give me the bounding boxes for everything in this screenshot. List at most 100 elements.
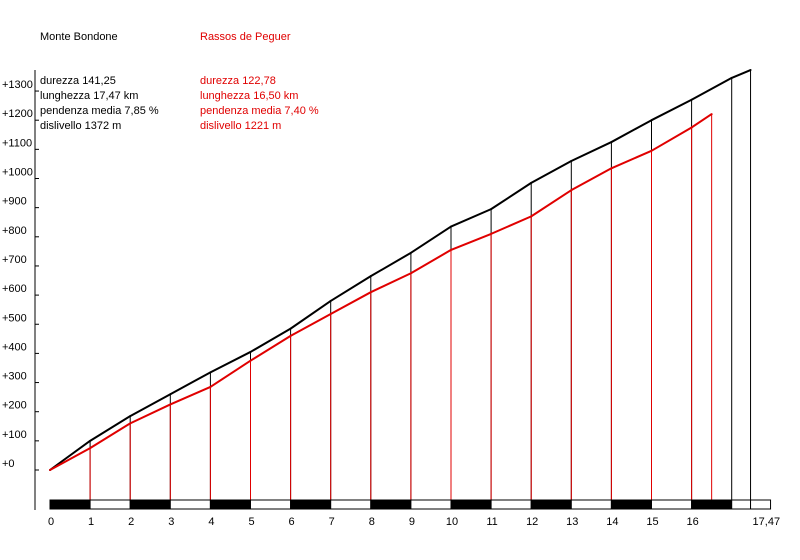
series-2-point	[650, 149, 653, 152]
series-1-point	[329, 299, 332, 302]
series-2-point	[570, 189, 573, 192]
series-1-point	[450, 225, 452, 228]
km-segment	[731, 499, 752, 510]
series-2-point	[409, 272, 412, 275]
x-tick-label: 11	[486, 516, 497, 528]
y-tick-label: +400	[2, 341, 27, 353]
series-1-point	[169, 393, 172, 396]
x-tick-label: 1	[88, 516, 94, 528]
x-tick-label: 7	[329, 516, 335, 528]
km-segment	[330, 499, 372, 510]
km-segment	[290, 499, 332, 510]
series-2-point	[369, 291, 372, 294]
series-1-point	[409, 251, 412, 254]
series-2-pendenza: pendenza media 7,40 %	[200, 105, 319, 117]
km-segment	[209, 499, 251, 510]
km-segment	[410, 499, 452, 510]
km-segment	[250, 499, 292, 510]
series-2-point	[129, 422, 132, 425]
x-tick-label: 8	[369, 516, 375, 528]
series-2-lunghezza: lunghezza 16,50 km	[200, 90, 299, 102]
km-segment	[651, 499, 693, 510]
y-tick-label: +800	[2, 225, 27, 237]
series-2-point	[690, 126, 693, 129]
y-tick-label: +1100	[2, 137, 32, 149]
series-1-point	[289, 327, 292, 330]
series-1-dislivello: dislivello 1372 m	[40, 120, 122, 132]
x-tick-label: 5	[248, 516, 254, 528]
series-1-point	[129, 415, 132, 418]
series-2-title: Rassos de Peguer	[200, 31, 291, 43]
x-tick-label: 17,47	[753, 516, 781, 528]
y-tick-label: +700	[2, 254, 27, 266]
y-tick-label: +600	[2, 283, 27, 295]
series-1-pendenza: pendenza media 7,85 %	[40, 105, 159, 117]
series-2-point	[89, 447, 92, 450]
y-tick-label: +200	[2, 400, 27, 412]
series-2-point	[249, 359, 252, 362]
y-tick-label: +1000	[2, 167, 33, 179]
series-2-point	[209, 385, 212, 388]
series-1-point	[749, 69, 752, 72]
km-segment	[49, 499, 91, 510]
series-2-dislivello: dislivello 1221 m	[200, 120, 282, 132]
series-1-point	[249, 350, 252, 353]
series-2-point	[530, 215, 533, 218]
y-tick-label: +500	[2, 312, 27, 324]
series-1-point	[650, 119, 653, 122]
series-1-point	[490, 208, 493, 211]
x-tick-label: 4	[208, 516, 214, 528]
y-tick-label: +900	[2, 196, 27, 208]
series-1-title: Monte Bondone	[40, 31, 118, 43]
x-tick-label: 14	[606, 516, 618, 528]
km-segment	[370, 499, 412, 510]
series-1-point	[730, 76, 733, 79]
km-bar-end	[750, 499, 772, 510]
x-tick-label: 15	[646, 516, 658, 528]
km-segment	[691, 499, 733, 510]
km-segment	[610, 499, 653, 510]
series-2-durezza: durezza 122,78	[200, 75, 276, 87]
series-1-point	[209, 371, 212, 374]
series-1-point	[690, 98, 693, 101]
y-tick-label: +100	[2, 429, 27, 441]
km-segment	[129, 499, 171, 510]
x-tick-label: 9	[409, 516, 415, 528]
series-1-lunghezza: lunghezza 17,47 km	[40, 90, 139, 102]
km-segment	[490, 499, 532, 510]
x-tick-label: 13	[566, 516, 578, 528]
x-tick-label: 2	[128, 516, 134, 528]
x-tick-label: 6	[289, 516, 295, 528]
x-tick-label: 3	[168, 516, 174, 528]
series-1-durezza: durezza 141,25	[40, 75, 116, 87]
series-2-point	[289, 334, 292, 337]
km-segment	[450, 499, 492, 510]
y-tick-label: +1300	[2, 79, 33, 91]
x-tick-label: 0	[48, 516, 54, 528]
series-1-point	[369, 275, 372, 278]
series-2-point	[490, 232, 493, 235]
series-2-profile-line	[49, 113, 713, 471]
series-1-point	[570, 160, 573, 163]
y-tick-label: +1200	[2, 108, 33, 120]
series-1-point	[610, 141, 613, 144]
series-2-point	[49, 469, 51, 471]
series-1-point	[530, 181, 533, 184]
series-1-point	[89, 439, 92, 442]
series-2-point	[329, 313, 332, 316]
x-tick-label: 16	[686, 516, 698, 528]
series-2-point	[610, 167, 613, 170]
km-segment	[570, 499, 612, 510]
x-tick-label: 10	[446, 516, 458, 528]
series-2-point	[169, 403, 172, 406]
series-2-point	[710, 113, 713, 116]
y-tick-label: +0	[2, 458, 15, 470]
series-1-profile-line	[49, 69, 751, 471]
series-2-point	[450, 248, 452, 251]
km-segment	[169, 499, 211, 510]
km-segment	[530, 499, 572, 510]
y-tick-label: +300	[2, 371, 27, 383]
km-segment	[89, 499, 131, 510]
x-tick-label: 12	[526, 516, 538, 528]
